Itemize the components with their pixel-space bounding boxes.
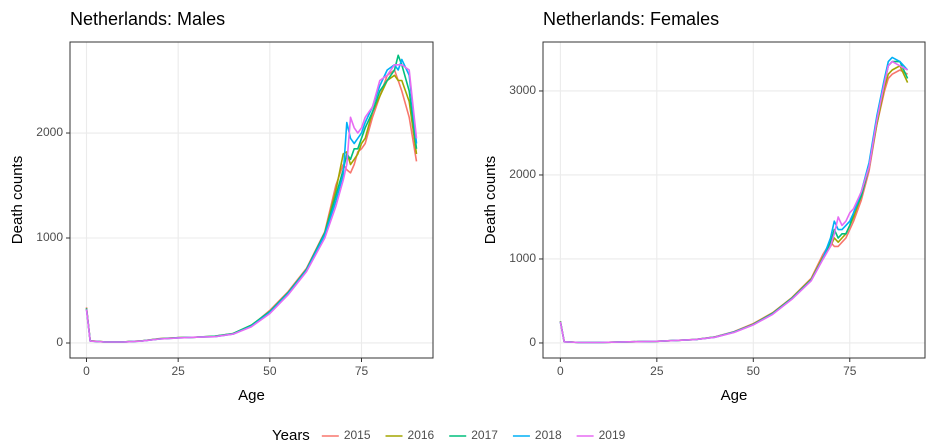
y-axis-title: Death counts: [9, 156, 26, 244]
legend-label: 2019: [599, 428, 626, 442]
x-tick-label: 50: [263, 364, 277, 378]
series-line: [85, 64, 418, 343]
legend-label: 2015: [344, 428, 371, 442]
x-tick-label: 25: [650, 364, 664, 378]
chart-title: Netherlands: Males: [70, 9, 225, 29]
y-tick-label: 2000: [509, 167, 536, 181]
plot-background: [543, 42, 925, 358]
x-tick-label: 75: [355, 364, 369, 378]
legend-label: 2018: [535, 428, 562, 442]
x-axis-title: Age: [238, 387, 265, 404]
plot-border: [69, 41, 434, 359]
x-tick-label: 0: [83, 364, 90, 378]
legend-label: 2016: [408, 428, 435, 442]
x-tick-label: 0: [557, 364, 564, 378]
legend-label: 2017: [471, 428, 498, 442]
plot-border: [542, 41, 926, 359]
y-tick-label: 2000: [36, 125, 63, 139]
plot-background: [70, 42, 433, 358]
x-tick-label: 75: [843, 364, 857, 378]
y-tick-label: 0: [529, 335, 536, 349]
y-tick-label: 3000: [509, 83, 536, 97]
series-line: [559, 60, 908, 344]
x-tick-label: 50: [747, 364, 761, 378]
y-tick-label: 0: [56, 335, 63, 349]
x-tick-label: 25: [171, 364, 185, 378]
x-axis-title: Age: [721, 387, 748, 404]
y-tick-label: 1000: [36, 230, 63, 244]
chart-title: Netherlands: Females: [543, 9, 719, 29]
y-axis-title: Death counts: [482, 156, 499, 244]
legend-title: Years: [272, 427, 310, 444]
y-tick-label: 1000: [509, 251, 536, 265]
